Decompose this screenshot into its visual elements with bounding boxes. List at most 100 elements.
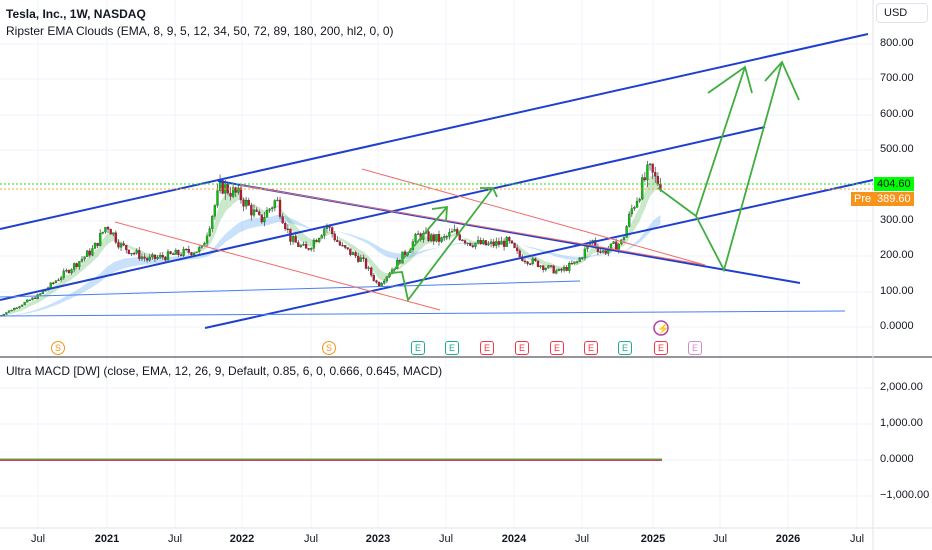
candle bbox=[135, 250, 138, 254]
candle bbox=[344, 245, 347, 248]
candle bbox=[599, 251, 602, 253]
time-axis-label: 2024 bbox=[501, 533, 527, 545]
candle bbox=[643, 177, 646, 181]
earnings-event-icon[interactable]: E bbox=[411, 341, 425, 355]
earnings-event-icon[interactable]: E bbox=[480, 341, 494, 355]
red-channel-line[interactable] bbox=[239, 184, 706, 266]
candle bbox=[357, 255, 360, 262]
projection-arrows[interactable] bbox=[386, 60, 800, 303]
candle bbox=[18, 306, 21, 309]
candle bbox=[99, 232, 102, 246]
candle bbox=[310, 248, 313, 250]
candle bbox=[437, 234, 441, 242]
candle bbox=[463, 240, 467, 244]
support-line[interactable] bbox=[0, 310, 846, 317]
candle bbox=[268, 208, 271, 211]
price-axis-label: 0.0000 bbox=[880, 320, 914, 332]
candle bbox=[307, 248, 310, 250]
candle bbox=[39, 293, 42, 295]
lower-channel-line[interactable] bbox=[204, 179, 874, 329]
candle bbox=[367, 267, 370, 269]
split-event-icon[interactable]: S bbox=[322, 341, 336, 355]
candle bbox=[336, 239, 339, 242]
time-axis-label: Jul bbox=[438, 533, 454, 545]
candle bbox=[67, 269, 71, 274]
candle bbox=[349, 248, 352, 255]
currency-button[interactable]: USD bbox=[876, 3, 928, 23]
candle bbox=[203, 243, 206, 246]
red-channel-line[interactable] bbox=[361, 168, 706, 266]
candle bbox=[304, 243, 308, 249]
candle bbox=[604, 250, 607, 254]
earnings-event-icon[interactable]: E bbox=[515, 341, 529, 355]
candle bbox=[52, 282, 55, 285]
candle bbox=[190, 252, 193, 256]
candle bbox=[315, 240, 318, 242]
support-line[interactable] bbox=[0, 280, 581, 298]
arrow-head bbox=[707, 65, 753, 94]
candle bbox=[297, 242, 300, 247]
candle bbox=[383, 280, 386, 284]
candle bbox=[508, 237, 511, 241]
candle bbox=[221, 180, 224, 194]
candle bbox=[237, 187, 240, 193]
candle bbox=[372, 274, 375, 281]
candle bbox=[166, 251, 170, 261]
price-axis-label: 300.00 bbox=[880, 214, 914, 226]
candle bbox=[132, 252, 136, 255]
candle bbox=[625, 226, 628, 238]
premarket-label: Pre bbox=[851, 192, 875, 206]
candle bbox=[65, 269, 68, 272]
candle bbox=[583, 248, 587, 258]
candle bbox=[36, 294, 39, 299]
candle bbox=[127, 249, 131, 254]
candle bbox=[453, 229, 456, 232]
candle bbox=[263, 217, 266, 223]
candle bbox=[612, 241, 615, 244]
earnings-event-icon[interactable]: E bbox=[445, 341, 459, 355]
red-channel-line[interactable] bbox=[114, 221, 441, 311]
symbol-title[interactable]: Tesla, Inc., 1W, NASDAQ bbox=[6, 7, 146, 21]
lightning-icon[interactable] bbox=[653, 320, 669, 336]
candle bbox=[255, 209, 258, 212]
candle bbox=[31, 297, 34, 301]
candle bbox=[542, 265, 545, 270]
candle bbox=[172, 253, 175, 255]
candle bbox=[185, 248, 188, 251]
candle bbox=[198, 247, 201, 252]
candle bbox=[145, 258, 149, 261]
earnings-event-icon[interactable]: E bbox=[688, 341, 702, 355]
candle bbox=[273, 200, 276, 208]
candle bbox=[414, 234, 417, 242]
last-price-tag: 404.60 bbox=[874, 177, 914, 191]
candle bbox=[461, 239, 464, 242]
mid-channel-line[interactable] bbox=[0, 126, 766, 301]
candle bbox=[552, 265, 555, 274]
candle bbox=[187, 249, 190, 253]
price-axis-label: 500.00 bbox=[880, 143, 914, 155]
candle bbox=[242, 199, 245, 207]
upper-channel-line[interactable] bbox=[0, 33, 869, 230]
macd-legend[interactable]: Ultra MACD [DW] (close, EMA, 12, 26, 9, … bbox=[6, 364, 443, 378]
earnings-event-icon[interactable]: E bbox=[654, 341, 668, 355]
candle bbox=[469, 242, 472, 246]
candle bbox=[505, 237, 508, 247]
earnings-event-icon[interactable]: E bbox=[584, 341, 598, 355]
indicator-label[interactable]: Ripster EMA Clouds (EMA, 8, 9, 5, 12, 34… bbox=[6, 24, 394, 38]
earnings-event-icon[interactable]: E bbox=[550, 341, 564, 355]
candle bbox=[560, 268, 563, 271]
split-event-icon[interactable]: S bbox=[51, 341, 65, 355]
candle bbox=[317, 238, 321, 242]
candle bbox=[156, 257, 159, 259]
premarket-price-tag: 389.60 bbox=[874, 192, 914, 206]
macd-axis-label: 1,000.00 bbox=[880, 417, 923, 429]
candle bbox=[432, 234, 435, 242]
red-channel[interactable] bbox=[114, 168, 706, 311]
candle bbox=[489, 241, 493, 244]
candle bbox=[138, 250, 141, 259]
macd-axis-label: 0.0000 bbox=[880, 453, 914, 465]
time-axis-label: Jul bbox=[303, 533, 319, 545]
support-lines[interactable] bbox=[0, 280, 846, 317]
earnings-event-icon[interactable]: E bbox=[618, 341, 632, 355]
